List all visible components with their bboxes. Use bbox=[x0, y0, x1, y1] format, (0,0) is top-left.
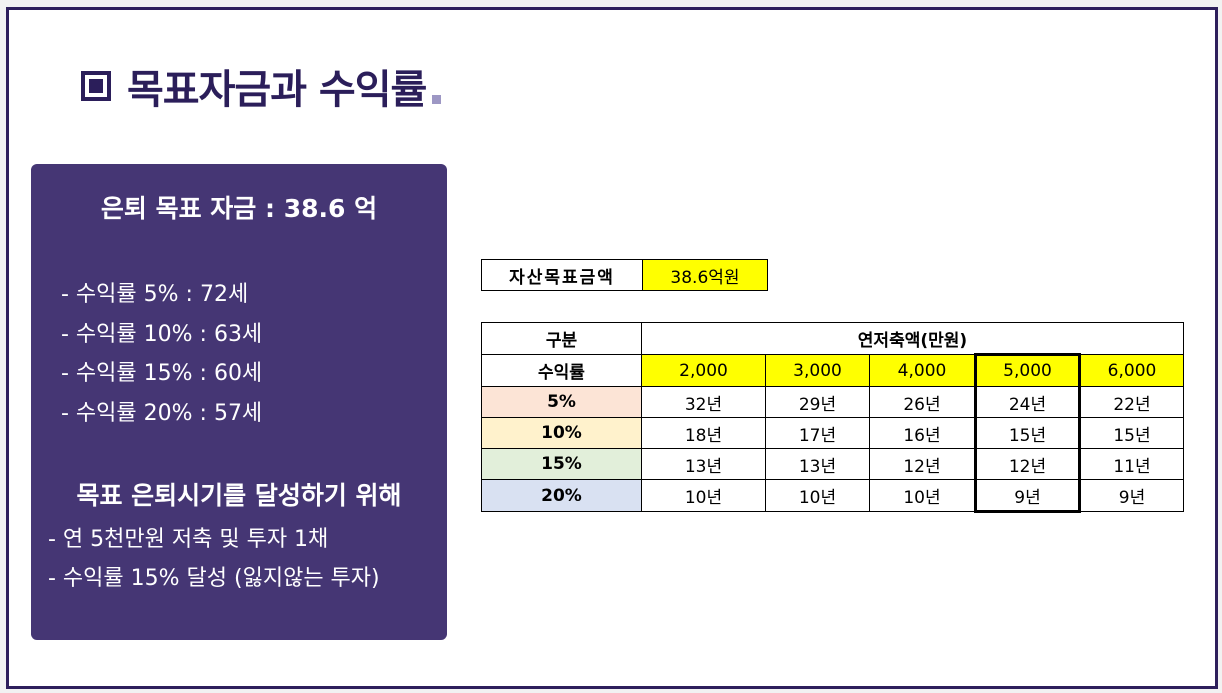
action-line-savings: - 연 5천만원 저축 및 투자 1채 bbox=[48, 527, 329, 552]
years-cell: 15년 bbox=[974, 417, 1081, 449]
rate-cell: 20% bbox=[481, 479, 642, 512]
savings-column-header-highlighted: 5,000 bbox=[974, 353, 1081, 387]
years-cell: 32년 bbox=[641, 386, 766, 418]
slide: 목표자금과 수익률 은퇴 목표 자금 : 38.6 억 - 수익률 5% : 7… bbox=[6, 7, 1218, 689]
retirement-goal-heading: 은퇴 목표 자금 : 38.6 억 bbox=[100, 194, 378, 223]
achievement-heading: 목표 은퇴시기를 달성하기 위해 bbox=[76, 481, 402, 510]
savings-column-header: 3,000 bbox=[765, 354, 870, 387]
years-cell: 12년 bbox=[974, 448, 1081, 480]
years-cell: 29년 bbox=[765, 386, 870, 418]
title-dot-icon bbox=[432, 95, 442, 104]
rate-cell: 10% bbox=[481, 417, 642, 449]
savings-column-header: 4,000 bbox=[869, 354, 976, 387]
retirement-summary-panel: 은퇴 목표 자금 : 38.6 억 - 수익률 5% : 72세 - 수익률 1… bbox=[31, 164, 447, 640]
rate-cell: 5% bbox=[481, 386, 642, 418]
years-cell: 13년 bbox=[765, 448, 870, 480]
slide-title-text: 목표자금과 수익률 bbox=[127, 67, 427, 113]
rate-cell: 15% bbox=[481, 448, 642, 480]
action-line-return: - 수익률 15% 달성 (잃지않는 투자) bbox=[48, 566, 380, 591]
table-row: 5% 32년 29년 26년 24년 22년 bbox=[481, 386, 1184, 418]
savings-column-header: 2,000 bbox=[641, 354, 766, 387]
rate-header: 수익률 bbox=[481, 354, 642, 387]
slide-title: 목표자금과 수익률 bbox=[81, 56, 442, 116]
years-cell: 16년 bbox=[869, 417, 976, 449]
square-bullet-icon bbox=[81, 71, 111, 101]
annual-savings-header: 연저축액(만원) bbox=[641, 322, 1184, 355]
table-header-row: 구분 연저축액(만원) bbox=[481, 322, 1184, 355]
table-row: 10% 18년 17년 16년 15년 15년 bbox=[481, 417, 1184, 449]
years-cell: 9년 bbox=[974, 479, 1081, 513]
years-cell: 13년 bbox=[641, 448, 766, 480]
asset-goal-label: 자산목표금액 bbox=[482, 260, 643, 290]
years-cell: 10년 bbox=[641, 479, 766, 512]
savings-column-header: 6,000 bbox=[1079, 354, 1184, 387]
years-cell: 11년 bbox=[1079, 448, 1184, 480]
asset-goal-box: 자산목표금액 38.6억원 bbox=[481, 259, 768, 291]
table-row: 15% 13년 13년 12년 12년 11년 bbox=[481, 448, 1184, 480]
years-cell: 9년 bbox=[1079, 479, 1184, 512]
asset-goal-value: 38.6억원 bbox=[643, 260, 767, 290]
return-line-15: - 수익률 15% : 60세 bbox=[61, 361, 263, 386]
table-savings-row: 수익률 2,000 3,000 4,000 5,000 6,000 bbox=[481, 353, 1184, 387]
return-line-20: - 수익률 20% : 57세 bbox=[61, 401, 263, 426]
years-cell: 15년 bbox=[1079, 417, 1184, 449]
years-cell: 10년 bbox=[869, 479, 976, 512]
years-cell: 18년 bbox=[641, 417, 766, 449]
retirement-years-table: 구분 연저축액(만원) 수익률 2,000 3,000 4,000 5,000 … bbox=[481, 322, 1184, 513]
category-header: 구분 bbox=[481, 322, 642, 355]
years-cell: 26년 bbox=[869, 386, 976, 418]
years-cell: 12년 bbox=[869, 448, 976, 480]
years-cell: 17년 bbox=[765, 417, 870, 449]
table-row: 20% 10년 10년 10년 9년 9년 bbox=[481, 479, 1184, 513]
return-line-5: - 수익률 5% : 72세 bbox=[61, 282, 249, 307]
return-line-10: - 수익률 10% : 63세 bbox=[61, 322, 263, 347]
years-cell: 10년 bbox=[765, 479, 870, 512]
years-cell: 22년 bbox=[1079, 386, 1184, 418]
years-cell: 24년 bbox=[974, 386, 1081, 418]
